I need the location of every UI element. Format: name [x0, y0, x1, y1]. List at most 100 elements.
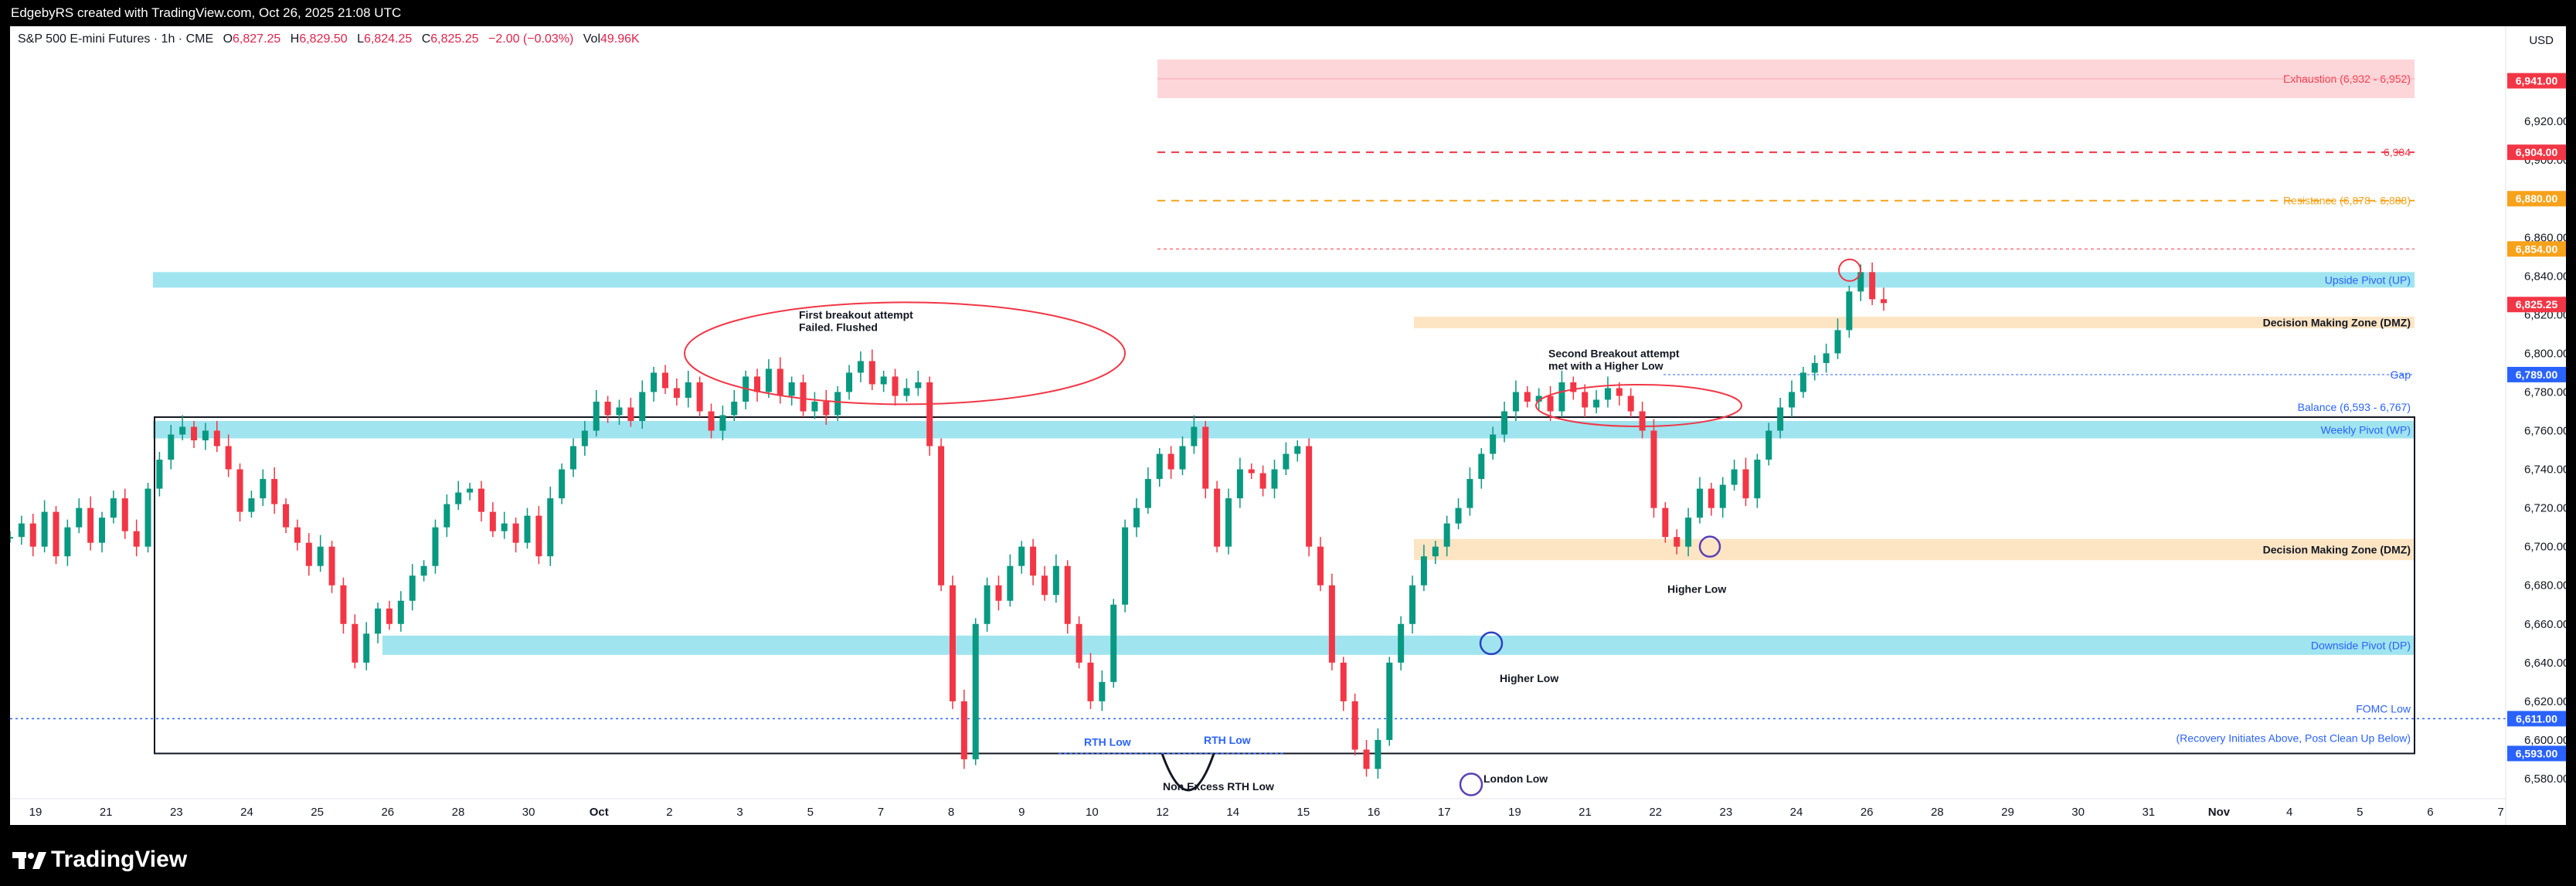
candle-body: [363, 633, 370, 663]
candle-body: [1799, 372, 1806, 392]
balance-box: [154, 416, 2415, 755]
x-tick-label: Oct: [590, 806, 609, 819]
candle-body: [236, 469, 243, 512]
candle-body: [1846, 291, 1853, 331]
candle-body: [995, 585, 1002, 601]
y-tick-label: 6,840.00: [2524, 270, 2566, 283]
candle-body: [1811, 362, 1818, 373]
candle-body: [673, 388, 680, 398]
candle-body: [1765, 430, 1772, 460]
candle-body: [133, 531, 140, 547]
x-tick-label: 30: [522, 806, 535, 819]
candle-body: [489, 511, 496, 531]
candle-body: [248, 498, 255, 512]
candle-body: [1524, 392, 1531, 402]
candle-body: [903, 388, 910, 396]
recovery-note: (Recovery Initiates Above, Post Clean Up…: [2177, 732, 2411, 744]
candle-body: [99, 518, 106, 543]
candle-body: [1271, 469, 1278, 489]
high-value: 6,829.50: [299, 32, 348, 46]
candle-body: [662, 372, 669, 389]
annotation-text: Higher Low: [1667, 583, 1726, 596]
y-tick-label: 6,680.00: [2524, 579, 2566, 592]
x-tick-label: 5: [807, 806, 814, 819]
y-tick-label: 6,720.00: [2524, 502, 2566, 515]
x-tick-label: 2: [666, 806, 672, 819]
price-badge: [2507, 191, 2566, 207]
candle-body: [1386, 662, 1393, 740]
candle-body: [1881, 299, 1887, 304]
x-tick-label: 28: [1931, 806, 1944, 819]
candle-body: [1742, 469, 1749, 499]
symbol-legend: S&P 500 E-mini Futures · 1h · CME O6,827…: [18, 32, 640, 46]
candle-body: [1708, 488, 1715, 508]
candle-body: [340, 585, 347, 624]
candle-body: [1340, 662, 1347, 701]
candle-body: [1236, 469, 1243, 499]
candle-body: [191, 426, 198, 441]
x-tick-label: 19: [29, 806, 42, 819]
x-tick-label: 29: [2001, 806, 2014, 819]
candle-body: [1167, 453, 1174, 470]
first-breakout-ellipse: [684, 301, 1126, 406]
candle-body: [915, 382, 922, 389]
candle-body: [328, 546, 335, 586]
y-tick-label: 6,740.00: [2524, 463, 2566, 477]
candle-body: [1076, 623, 1082, 663]
x-tick-label: 31: [2142, 806, 2155, 819]
candle-body: [1512, 392, 1519, 412]
y-tick-label: 6,600.00: [2524, 734, 2566, 747]
candle-body: [1133, 507, 1140, 528]
candle-body: [857, 361, 864, 373]
higher-low-circle: [1479, 631, 1504, 656]
candle-body: [1294, 446, 1301, 454]
second-breakout-ellipse: [1535, 383, 1742, 427]
x-tick-label: 22: [1649, 806, 1662, 819]
candle-body: [156, 460, 163, 489]
price-badge-label: 6,593.00: [2516, 747, 2558, 759]
price-badge-label: 6,880.00: [2516, 192, 2558, 205]
x-tick-label: 21: [100, 806, 113, 819]
zone-band-pivot: [153, 272, 2415, 288]
chart-pane[interactable]: 6,580.00 6,600.00 6,620.00 6,640.00 6,660.00…: [10, 26, 2566, 825]
candle-body: [168, 434, 175, 460]
annotation-text: London Low: [1483, 772, 1548, 785]
candle-body: [432, 527, 439, 566]
y-tick-label: 6,620.00: [2524, 695, 2566, 708]
candle-body: [1627, 395, 1634, 412]
x-tick-label: 12: [1156, 806, 1169, 819]
zone-label: Decision Making Zone (DMZ): [2263, 316, 2411, 328]
x-tick-label: 14: [1226, 806, 1239, 819]
candle-body: [559, 469, 566, 499]
candle-body: [1041, 575, 1048, 596]
zone-label: Upside Pivot (UP): [2325, 273, 2411, 286]
candle-body: [110, 498, 117, 518]
x-tick-label: 6: [2427, 806, 2433, 819]
candle-body: [512, 523, 519, 543]
price-badge-label: 6,904.00: [2516, 146, 2558, 158]
price-badge-label: 6,789.00: [2516, 368, 2558, 381]
y-tick-label: 6,860.00: [2524, 231, 2566, 244]
candle-body: [202, 430, 209, 441]
candle-body: [868, 361, 875, 385]
attribution-text: EdgebyRS created with TradingView.com, O…: [11, 5, 402, 20]
tradingview-logo[interactable]: TradingView: [12, 847, 187, 873]
candle-body: [1110, 604, 1117, 682]
candle-body: [1248, 469, 1255, 474]
price-badge-label: 6,941.00: [2516, 75, 2558, 87]
close-value: 6,825.25: [430, 32, 479, 46]
currency-label[interactable]: USD: [2529, 34, 2554, 47]
candle-body: [1719, 484, 1726, 508]
candle-body: [1087, 662, 1094, 701]
candle-body: [121, 498, 128, 531]
candle-body: [1018, 546, 1025, 566]
candle-body: [1478, 453, 1485, 480]
candle-body: [283, 504, 290, 528]
price-badge: [2507, 297, 2566, 313]
zone-label: Weekly Pivot (WP): [2321, 423, 2411, 436]
balance-label: Balance (6,593 - 6,767): [2298, 401, 2411, 413]
price-chart-svg[interactable]: 6,580.00 6,600.00 6,620.00 6,640.00 6,660.00…: [10, 26, 2566, 825]
x-tick-label: 8: [948, 806, 954, 819]
candle-body: [719, 415, 726, 431]
annotation-text: Failed. Flushed: [799, 321, 878, 333]
